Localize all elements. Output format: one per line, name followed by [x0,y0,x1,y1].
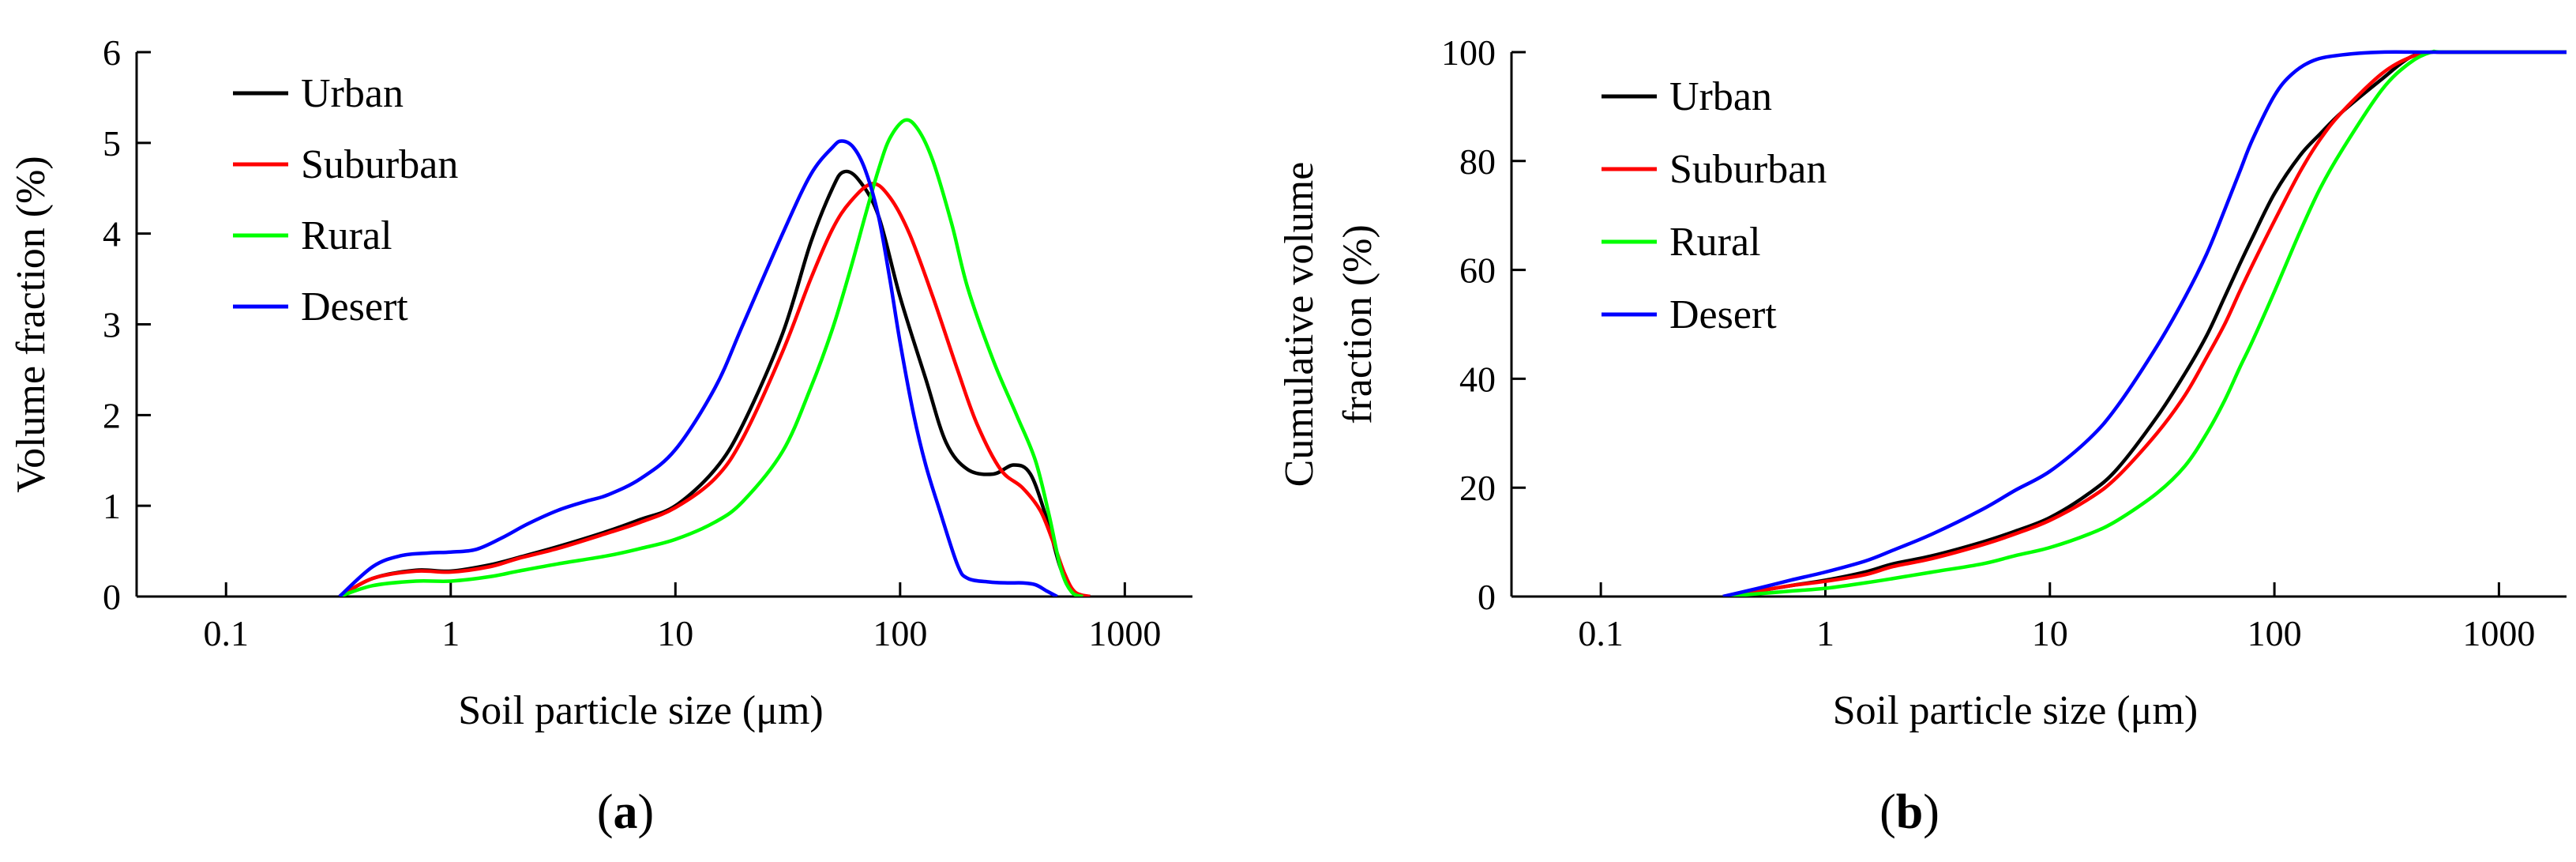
panel-b-y-axis-title: Cumulative volume [1277,162,1322,487]
panel-b-label-close: ) [1923,785,1940,839]
panel-a-ytick-label: 5 [103,123,121,164]
panel-a-xtick-label: 1 [441,613,460,653]
panel-b-legend-label-desert: Desert [1669,292,1777,337]
panel-a-legend-label-desert: Desert [301,284,408,329]
panel-a-series-urban-line [338,169,1091,597]
panel-a-xtick-label: 10 [657,613,693,653]
panel-a-ytick-label: 4 [103,214,121,254]
panel-b-xtick-label: 1000 [2462,613,2535,653]
panel-a-ytick-label: 3 [103,305,121,345]
panel-a-series-suburban-line [338,182,1091,597]
panel-b-xtick-label: 10 [2032,613,2068,653]
panel-b-label: (b) [1879,785,1940,839]
panel-b-label-letter: b [1896,785,1923,839]
panel-a-label-close: ) [638,785,655,839]
panel-a-xtick-label: 0.1 [203,613,249,653]
panel-b-x-axis-title: Soil particle size (μm) [1833,688,2199,733]
panel-b-ytick-label: 100 [1441,32,1496,73]
panel-b-legend-label-urban: Urban [1669,74,1772,119]
panel-a-series-desert-line [338,139,1058,597]
panel-b-series-rural-line [1722,49,2567,597]
panel-b-series-suburban-line [1722,50,2567,597]
panel-b-y-axis-title: fraction (%) [1335,224,1380,424]
panel-a-ytick-label: 0 [103,577,121,617]
panel-b-ytick-label: 0 [1478,577,1496,617]
panel-b-legend-label-suburban: Suburban [1669,147,1827,192]
panel-a-x-axis-title: Soil particle size (μm) [458,688,824,733]
panel-b-series-urban-line [1722,50,2567,597]
panel-a-legend-label-urban: Urban [301,71,404,116]
panel-b-ytick-label: 80 [1459,141,1496,182]
panel-a-label-letter: a [614,785,638,839]
panel-b-xtick-label: 0.1 [1578,613,1624,653]
panel-b-ytick-label: 40 [1459,359,1496,399]
panel-a-label: (a) [597,785,654,839]
panel-a-y-axis-title: Volume fraction (%) [9,156,54,492]
panel-b-xtick-label: 1 [1816,613,1834,653]
panel-b-ytick-label: 20 [1459,468,1496,508]
panel-a-xtick-label: 1000 [1088,613,1161,653]
panel-b-legend-label-rural: Rural [1669,220,1761,265]
panel-a-ytick-label: 1 [103,486,121,526]
panel-b-xtick-label: 100 [2247,613,2302,653]
panel-a-series-rural-line [339,118,1083,597]
panel-a-xtick-label: 100 [873,613,927,653]
panel-b-series-desert-line [1722,50,2567,597]
panel-a-legend-label-rural: Rural [301,213,392,258]
panel-a-legend-label-suburban: Suburban [301,142,458,187]
panel-a-label-open: ( [597,785,614,839]
panel-b-label-open: ( [1879,785,1896,839]
panel-b-ytick-label: 60 [1459,250,1496,291]
panel-a-ytick-label: 6 [103,32,121,73]
panel-a-ytick-label: 2 [103,395,121,435]
